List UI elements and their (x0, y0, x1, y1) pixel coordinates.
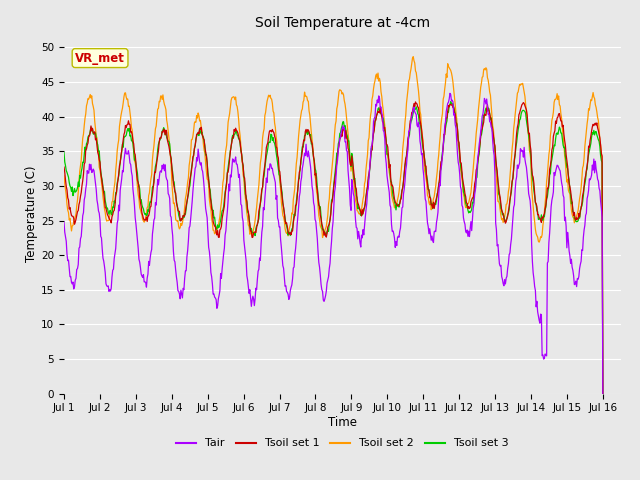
X-axis label: Time: Time (328, 416, 357, 429)
Legend: Tair, Tsoil set 1, Tsoil set 2, Tsoil set 3: Tair, Tsoil set 1, Tsoil set 2, Tsoil se… (172, 434, 513, 453)
Title: Soil Temperature at -4cm: Soil Temperature at -4cm (255, 16, 430, 30)
Y-axis label: Temperature (C): Temperature (C) (25, 165, 38, 262)
Text: VR_met: VR_met (75, 51, 125, 65)
